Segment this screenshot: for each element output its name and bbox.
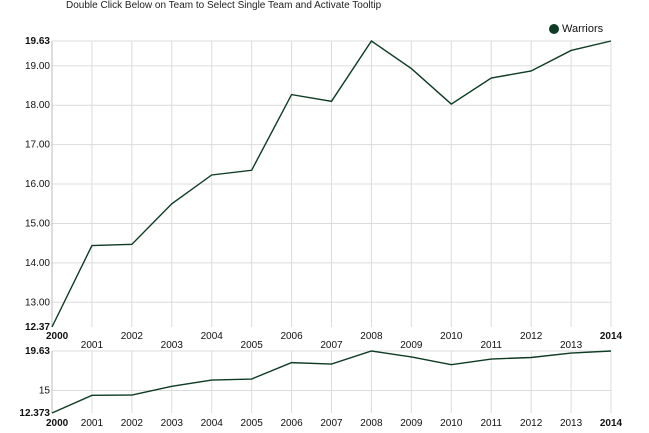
context-data-point xyxy=(250,377,253,380)
context-x-tick-label: 2002 xyxy=(121,418,144,429)
context-x-tick-label: 2003 xyxy=(161,418,184,429)
main-y-tick-label: 19.00 xyxy=(25,61,50,72)
context-x-tick-label: 2011 xyxy=(480,418,502,429)
main-x-tick-label: 2014 xyxy=(600,331,623,342)
context-y-max-label: 19.63 xyxy=(25,346,50,357)
main-x-tick-label: 2001 xyxy=(81,340,104,351)
context-data-point xyxy=(450,363,453,366)
context-y-tick-label: 15 xyxy=(39,386,51,397)
main-data-point xyxy=(130,243,133,246)
main-x-tick-label: 2009 xyxy=(400,340,423,351)
context-data-point xyxy=(410,355,413,358)
context-x-tick-label: 2004 xyxy=(201,418,224,429)
main-data-point xyxy=(410,67,413,70)
context-data-point xyxy=(330,362,333,365)
main-chart-group: 13.00 14.00 15.00 16.00 17.00 18.00 19.00 19.63… xyxy=(25,36,623,351)
main-data-point xyxy=(250,169,253,172)
main-data-point xyxy=(569,49,572,52)
context-y-min-label: 12.373 xyxy=(19,408,50,419)
context-data-point xyxy=(530,356,533,359)
context-x-tick-label: 2007 xyxy=(320,418,343,429)
context-data-point xyxy=(490,357,493,360)
context-x-tick-label: 2009 xyxy=(400,418,423,429)
main-x-tick-label: 2003 xyxy=(161,340,184,351)
main-x-tick-label: 2011 xyxy=(480,340,502,351)
main-data-point xyxy=(530,69,533,72)
main-x-tick-label: 2007 xyxy=(320,340,343,351)
main-y-max-label: 19.63 xyxy=(25,36,50,47)
legend-item-warriors[interactable]: Warriors xyxy=(549,23,603,35)
main-x-tick-label: 2010 xyxy=(440,331,463,342)
main-y-tick-label: 14.00 xyxy=(25,258,50,269)
main-data-point xyxy=(609,39,612,42)
context-data-point xyxy=(290,361,293,364)
context-x-tick-label: 2008 xyxy=(360,418,383,429)
context-x-tick-label: 2001 xyxy=(81,418,104,429)
main-y-min-label: 12.37 xyxy=(25,322,50,333)
legend-label: Warriors xyxy=(562,23,604,35)
main-x-tick-label: 2013 xyxy=(560,340,583,351)
context-data-point xyxy=(90,394,93,397)
main-data-point xyxy=(210,173,213,176)
instruction-text: Double Click Below on Team to Select Sin… xyxy=(66,0,382,11)
main-y-tick-label: 18.00 xyxy=(25,100,50,111)
main-data-point xyxy=(370,39,373,42)
context-data-point xyxy=(210,378,213,381)
context-x-tick-label: 2000 xyxy=(46,418,69,429)
main-data-point xyxy=(290,93,293,96)
main-x-tick-label: 2004 xyxy=(201,331,224,342)
context-x-tick-label: 2012 xyxy=(520,418,543,429)
context-x-tick-label: 2010 xyxy=(440,418,463,429)
main-x-tick-label: 2005 xyxy=(241,340,264,351)
main-x-tick-label: 2008 xyxy=(360,331,383,342)
context-data-point xyxy=(130,393,133,396)
context-data-point xyxy=(370,349,373,352)
main-data-point xyxy=(490,76,493,79)
main-data-point xyxy=(50,325,53,328)
context-data-point xyxy=(609,349,612,352)
main-y-tick-label: 13.00 xyxy=(25,297,50,308)
main-series-line-warriors xyxy=(51,40,612,328)
context-x-tick-label: 2005 xyxy=(241,418,264,429)
main-data-point xyxy=(450,102,453,105)
main-x-tick-label: 2000 xyxy=(46,331,69,342)
context-data-point xyxy=(569,351,572,354)
main-data-point xyxy=(170,202,173,205)
main-x-tick-label: 2002 xyxy=(121,331,144,342)
main-y-tick-label: 16.00 xyxy=(25,179,50,190)
legend-swatch xyxy=(549,24,559,34)
context-x-tick-label: 2014 xyxy=(600,418,623,429)
main-x-tick-label: 2006 xyxy=(280,331,303,342)
context-x-tick-label: 2013 xyxy=(560,418,583,429)
context-data-point xyxy=(50,411,53,414)
main-data-point xyxy=(330,100,333,103)
context-series-line-warriors xyxy=(51,350,612,414)
main-data-point xyxy=(90,244,93,247)
context-data-point xyxy=(170,385,173,388)
main-x-tick-label: 2012 xyxy=(520,331,543,342)
main-y-tick-label: 15.00 xyxy=(25,218,50,229)
context-x-tick-label: 2006 xyxy=(280,418,303,429)
main-y-tick-label: 17.00 xyxy=(25,140,50,151)
